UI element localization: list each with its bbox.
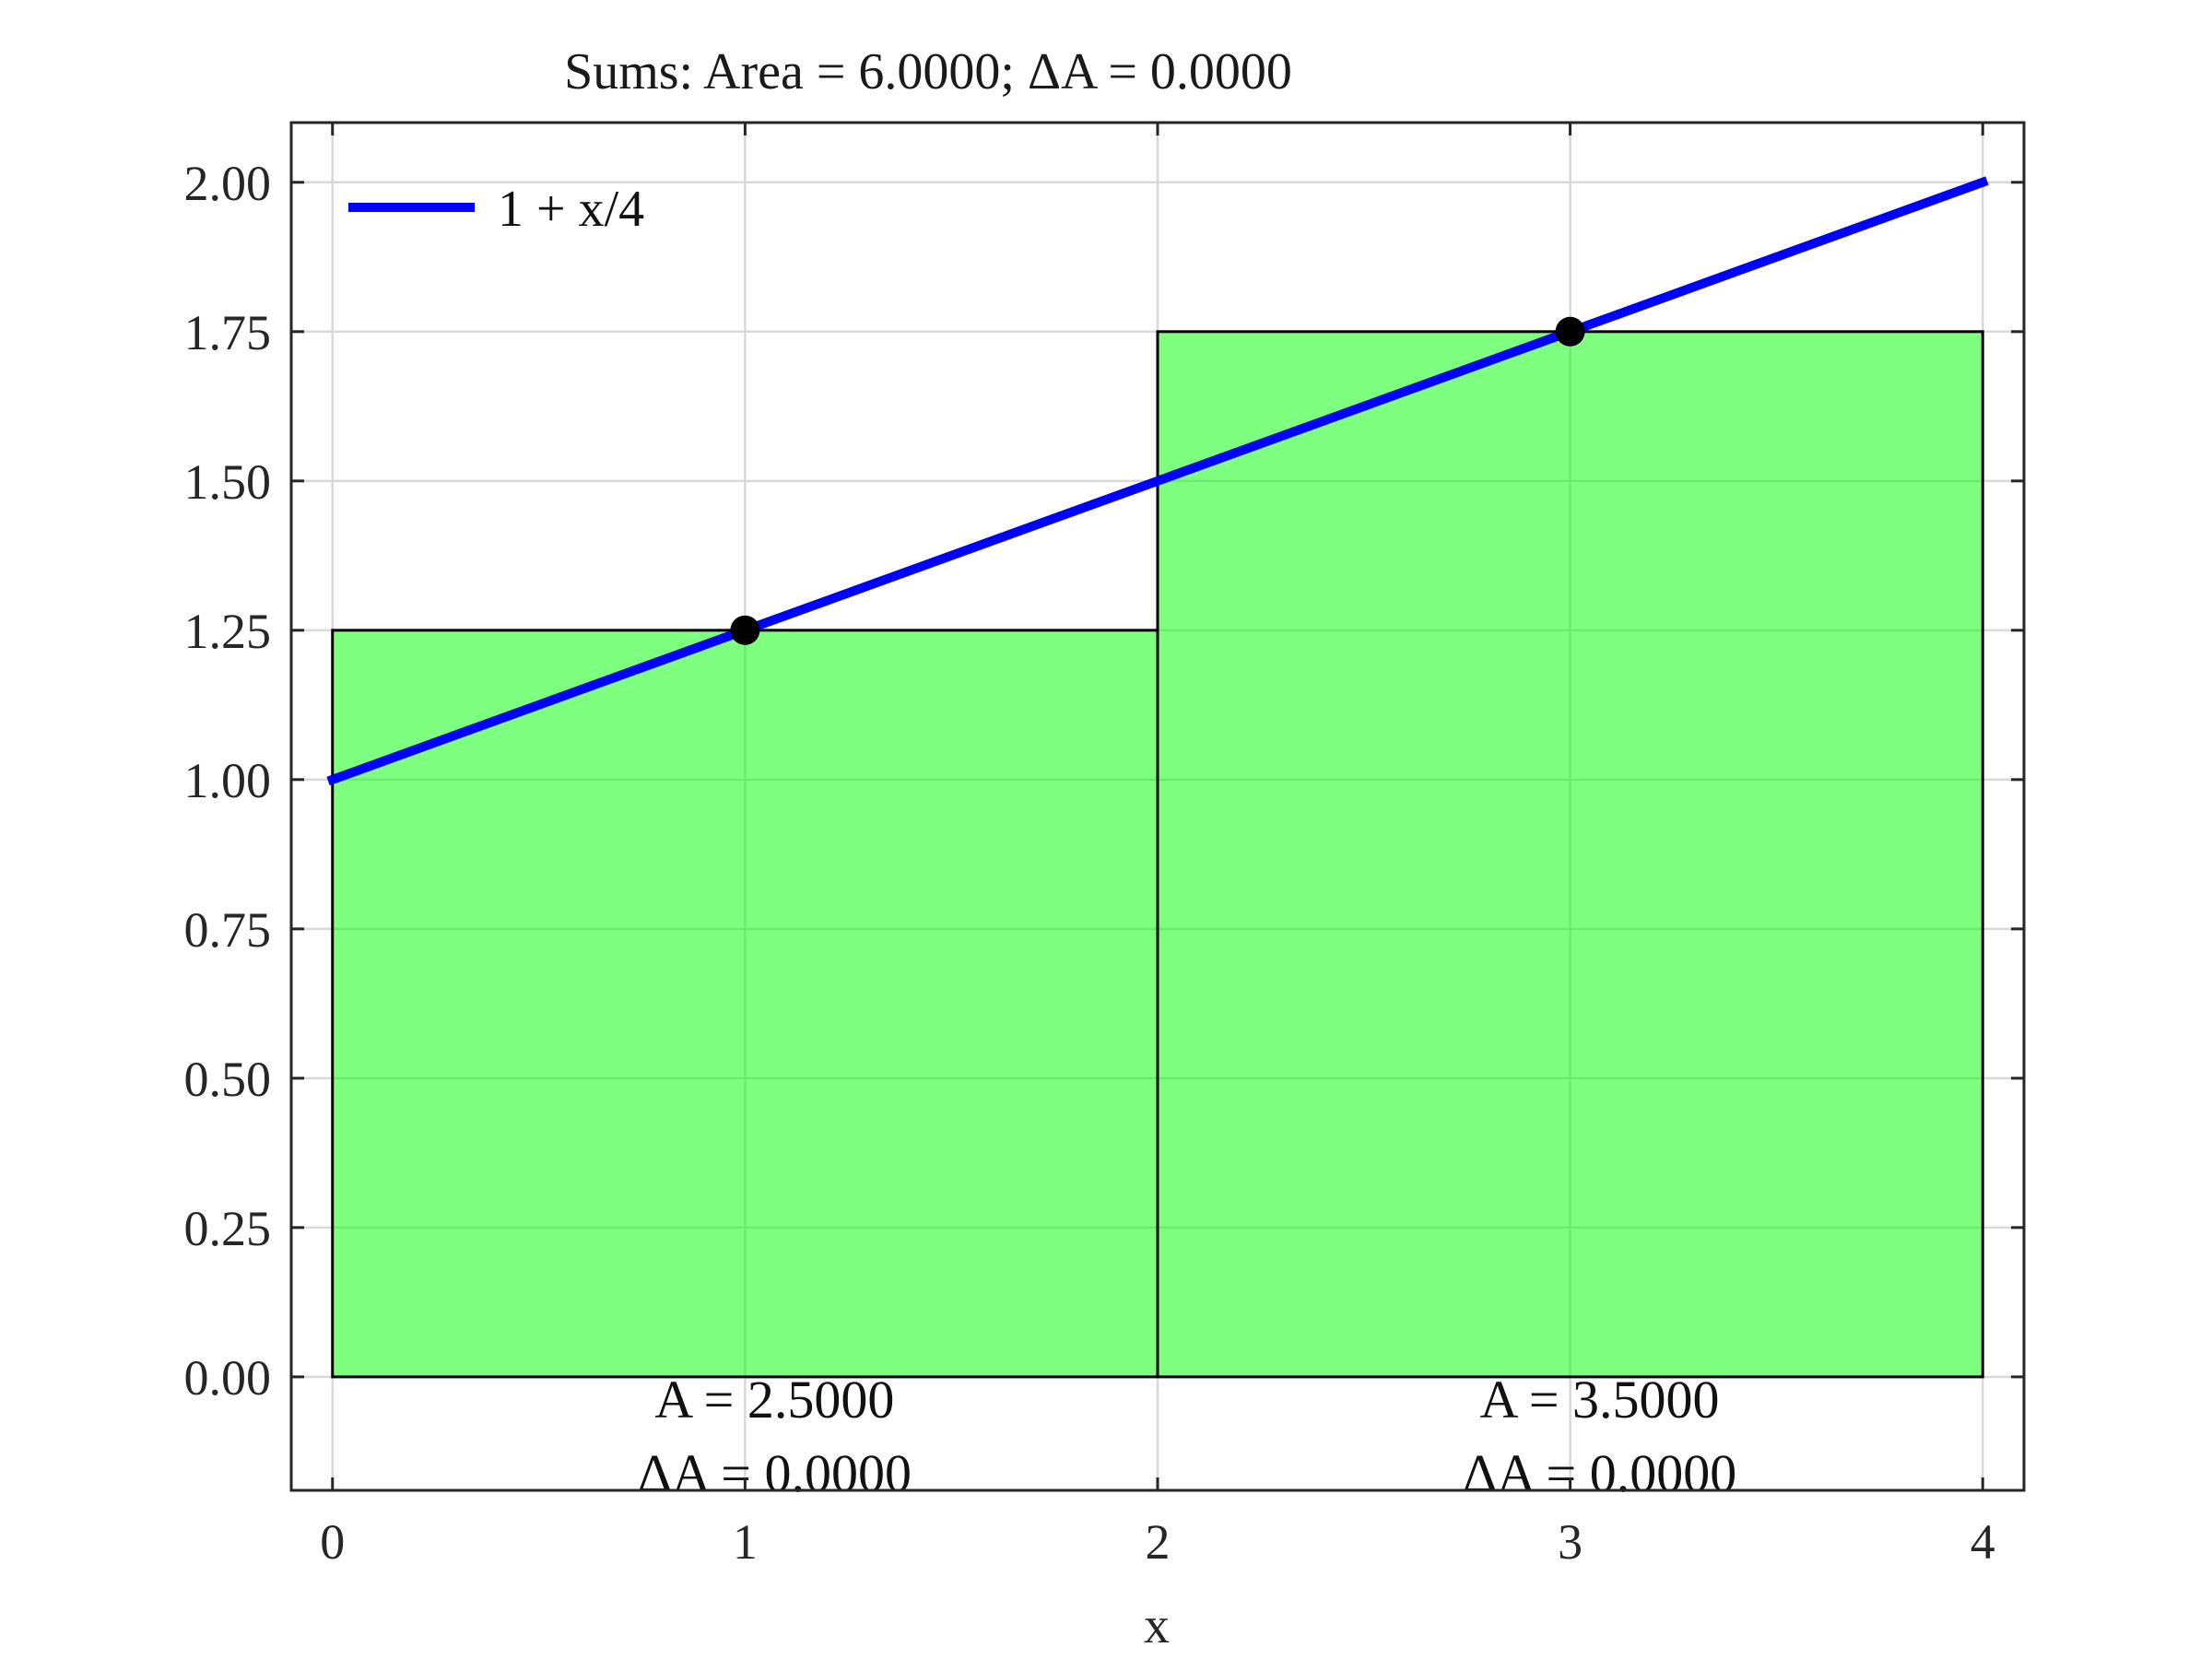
y-tick-label: 1.25	[184, 604, 272, 659]
area-label: A = 3.5000	[1480, 1370, 1720, 1430]
x-axis-label: x	[1144, 1597, 1170, 1654]
y-tick-label: 1.00	[184, 753, 272, 808]
delta-area-label: ΔA = 0.0000	[638, 1443, 912, 1503]
sum-rectangle	[331, 629, 1159, 1379]
x-tick-label: 0	[320, 1514, 345, 1570]
midpoint-marker	[1555, 316, 1585, 347]
chart-title: Sums: Area = 6.0000; ΔA = 0.0000	[564, 43, 1292, 100]
x-tick-label: 4	[1971, 1514, 1995, 1570]
y-tick-label: 0.00	[184, 1350, 272, 1406]
sum-rectangle	[1156, 330, 1984, 1379]
y-tick-label: 0.25	[184, 1201, 272, 1256]
x-tick-label: 2	[1146, 1514, 1171, 1570]
line-layer	[326, 176, 1989, 786]
y-tick-label: 2.00	[184, 156, 272, 211]
y-tick-label: 1.75	[184, 305, 272, 360]
annotations-layer: A = 2.5000 ΔA = 0.0000 A = 3.5000 ΔA = 0.00…	[638, 1370, 1736, 1503]
delta-area-label: ΔA = 0.0000	[1463, 1443, 1736, 1503]
y-tick-label: 1.50	[184, 454, 272, 510]
markers-layer	[730, 316, 1585, 645]
legend: 1 + x/4	[348, 181, 644, 238]
y-tick-label: 0.75	[184, 902, 272, 958]
rectangles-layer	[331, 330, 1984, 1379]
area-label: A = 2.5000	[654, 1370, 894, 1430]
function-line	[326, 176, 1989, 786]
x-tick-label: 1	[733, 1514, 758, 1570]
x-tick-label: 3	[1558, 1514, 1583, 1570]
legend-label: 1 + x/4	[498, 181, 644, 238]
y-tick-label: 0.50	[184, 1052, 272, 1107]
axes-layer: 0 1 2 3 4 0.00 0.25 0.50 0.75 1.00 1.25 1.50 1.75 2.0…	[184, 121, 2026, 1570]
midpoint-marker	[730, 615, 760, 645]
